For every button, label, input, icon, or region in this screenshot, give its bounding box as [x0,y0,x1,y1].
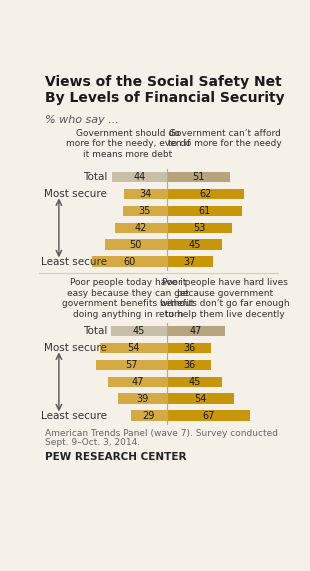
Text: 62: 62 [199,189,211,199]
Bar [115,223,167,234]
Text: American Trends Panel (wave 7). Survey conducted: American Trends Panel (wave 7). Survey c… [45,429,278,438]
Bar [131,411,167,421]
Bar [118,393,167,404]
Text: Views of the Social Safety Net
By Levels of Financial Security: Views of the Social Safety Net By Levels… [45,75,285,106]
Bar [167,172,230,183]
Text: 54: 54 [127,343,139,353]
Text: 29: 29 [143,411,155,421]
Bar [167,411,250,421]
Text: 53: 53 [193,223,206,233]
Bar [167,206,242,216]
Bar [167,188,244,199]
Bar [105,239,167,250]
Bar [96,360,167,371]
Text: Least secure: Least secure [41,257,107,267]
Text: Sept. 9–Oct. 3, 2014.: Sept. 9–Oct. 3, 2014. [45,438,140,447]
Bar [167,223,232,234]
Text: 60: 60 [123,257,135,267]
Bar [167,325,225,336]
Text: Government should do
more for the needy, even if
it means more debt: Government should do more for the needy,… [66,128,190,159]
Text: 51: 51 [192,172,204,182]
Text: 47: 47 [190,326,202,336]
Text: 36: 36 [183,343,195,353]
Bar [108,376,167,387]
Text: 57: 57 [125,360,138,370]
Text: 34: 34 [140,189,152,199]
Text: Most secure: Most secure [44,343,107,353]
Text: 42: 42 [135,223,147,233]
Text: % who say ...: % who say ... [45,115,119,124]
Bar [123,206,167,216]
Text: Government can’t afford
to do more for the needy: Government can’t afford to do more for t… [168,128,281,148]
Bar [167,256,213,267]
Text: 35: 35 [139,206,151,216]
Bar [167,343,211,353]
Bar [167,393,234,404]
Text: 45: 45 [188,377,201,387]
Text: Poor people today have it
easy because they can get
government benefits without
: Poor people today have it easy because t… [62,278,194,319]
Text: 47: 47 [131,377,144,387]
Bar [167,239,223,250]
Text: Total: Total [82,326,107,336]
Text: 36: 36 [183,360,195,370]
Bar [167,360,211,371]
Text: Most secure: Most secure [44,189,107,199]
Text: 44: 44 [133,172,145,182]
Text: Least secure: Least secure [41,411,107,421]
Bar [167,376,223,387]
Text: Total: Total [82,172,107,182]
Text: 37: 37 [184,257,196,267]
Text: 45: 45 [133,326,145,336]
Text: 39: 39 [136,394,148,404]
Bar [100,343,167,353]
Bar [112,172,167,183]
Text: Poor people have hard lives
because government
benefits don’t go far enough
to h: Poor people have hard lives because gove… [160,278,290,319]
Text: 61: 61 [198,206,210,216]
Text: 54: 54 [194,394,206,404]
Text: 67: 67 [202,411,214,421]
Text: 45: 45 [188,240,201,250]
Text: 50: 50 [130,240,142,250]
Bar [92,256,167,267]
Text: PEW RESEARCH CENTER: PEW RESEARCH CENTER [45,452,186,462]
Bar [111,325,167,336]
Bar [125,188,167,199]
